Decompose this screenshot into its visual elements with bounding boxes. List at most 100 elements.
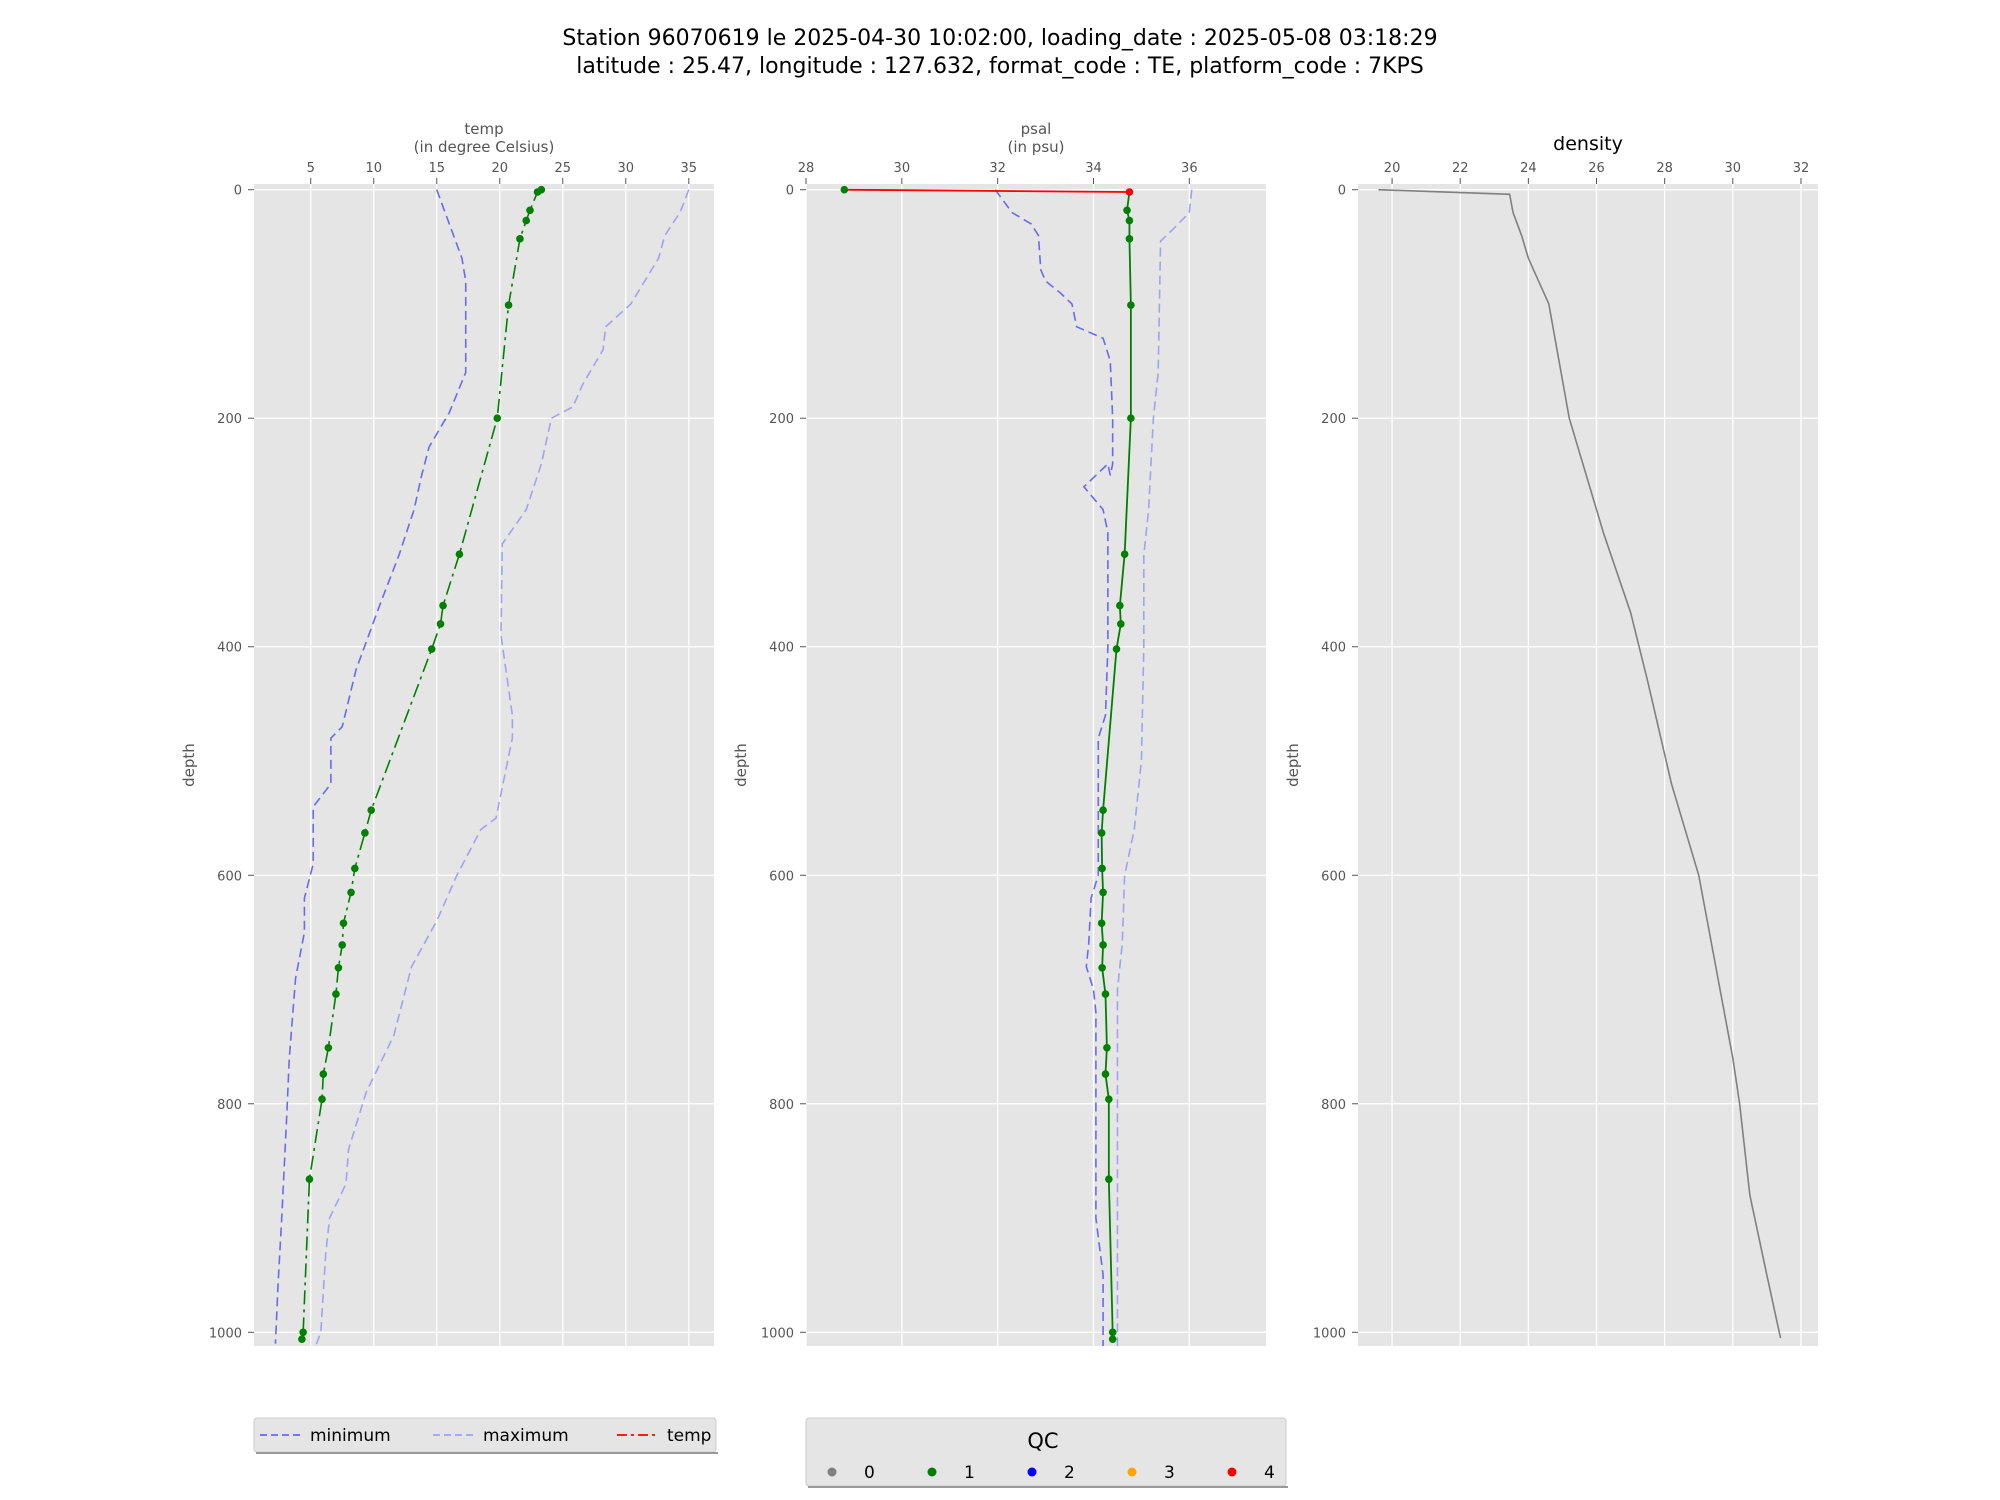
series-psal-point: [1108, 1335, 1117, 1343]
y-tick-label: 0: [1338, 184, 1346, 199]
x-tick-label: 24: [1520, 161, 1537, 176]
series-temp-point: [332, 990, 340, 998]
series-psal-point: [1099, 941, 1107, 949]
series-temp-point: [516, 235, 524, 243]
plot-area: [254, 184, 714, 1346]
x-tick-label: 34: [1085, 161, 1102, 176]
legend-qc: QC 0 1 2 3 4: [805, 1417, 1288, 1488]
series-temp-point: [522, 216, 531, 225]
y-axis-label: depth: [732, 743, 750, 787]
panel-temp: 5 10 15 20 25 30 35 0 200 400 600 800 1000 depth temp(…: [180, 120, 714, 1347]
x-tick-label: 28: [798, 161, 815, 176]
x-tick-label: 32: [1793, 161, 1810, 176]
x-axis-label-unit: (in psu): [1008, 138, 1065, 156]
legend-label-4: 4: [1264, 1463, 1275, 1483]
y-tick-label: 200: [1321, 412, 1346, 427]
x-tick-label: 22: [1452, 161, 1469, 176]
series-psal-point: [1105, 1095, 1113, 1104]
legend-marker-0: [827, 1467, 837, 1477]
series-temp-point: [436, 620, 445, 628]
series-temp-point: [351, 864, 359, 873]
y-tick-label: 600: [769, 869, 794, 884]
series-psal-point: [1117, 620, 1125, 628]
series-psal-point: [840, 185, 849, 194]
x-tick-label: 10: [365, 161, 382, 176]
series-temp-point: [367, 806, 376, 814]
legend-label-3: 3: [1164, 1463, 1175, 1483]
x-tick-label: 28: [1656, 161, 1673, 176]
series-psal-point: [1127, 301, 1135, 309]
series-psal-point: [1097, 829, 1106, 837]
legend-label-temp: temp: [667, 1426, 711, 1446]
series-temp-point: [299, 1328, 307, 1337]
series-temp-point: [298, 1335, 306, 1343]
y-tick-label: 400: [769, 641, 794, 656]
figure-title-line-2: latitude : 25.47, longitude : 127.632, f…: [576, 54, 1424, 79]
series-psal-point: [1098, 864, 1106, 873]
series-temp-point: [318, 1095, 326, 1104]
x-tick-label: 20: [491, 161, 508, 176]
series-density-line: [1378, 188, 1782, 1339]
figure-title-line-1: Station 96070619 le 2025-04-30 10:02:00,…: [562, 26, 1438, 51]
series-minimum-line: [994, 189, 1114, 1346]
series-psal-point: [1108, 1328, 1117, 1337]
y-tick-label: 400: [1321, 641, 1346, 656]
series-psal-point: [1097, 919, 1106, 928]
legend-label-0: 0: [864, 1463, 875, 1483]
y-tick-label: 800: [217, 1098, 242, 1113]
series-psal-flagged-segment: [844, 188, 1130, 193]
series-maximum-line: [1116, 189, 1193, 1346]
y-tick-label: 800: [1321, 1098, 1346, 1113]
panel-title: density: [1553, 133, 1623, 155]
series-psal-point: [1099, 806, 1107, 814]
series-psal-point: [1123, 206, 1131, 215]
series-temp-point: [361, 829, 369, 837]
x-tick-label: 26: [1588, 161, 1605, 176]
series-psal-point: [1120, 550, 1129, 558]
series-psal-point: [1105, 1175, 1113, 1183]
legend-marker-1: [927, 1467, 937, 1477]
legend-marker-4: [1227, 1467, 1237, 1477]
y-tick-label: 0: [786, 184, 794, 199]
x-axis-label: psal: [1021, 120, 1052, 138]
series-temp-point: [339, 919, 348, 928]
series-temp-point: [533, 188, 542, 196]
y-tick-label: 0: [234, 184, 242, 199]
series-psal-point: [1099, 888, 1107, 897]
plot-area: [1358, 184, 1818, 1346]
x-tick-label: 5: [307, 161, 315, 176]
legend-label-2: 2: [1064, 1463, 1075, 1483]
series-maximum-line: [315, 189, 690, 1347]
y-tick-label: 600: [217, 869, 242, 884]
legend-marker-3: [1127, 1467, 1137, 1477]
y-tick-label: 600: [1321, 869, 1346, 884]
x-axis-label-unit: (in degree Celsius): [414, 138, 555, 156]
legend-label-minimum: minimum: [310, 1426, 391, 1446]
series-psal-point: [1116, 601, 1124, 610]
series-psal-point: [1125, 188, 1134, 196]
x-axis-label: temp: [464, 120, 503, 138]
series-psal-point: [1101, 1070, 1110, 1078]
x-tick-label: 35: [681, 161, 698, 176]
series-psal-point: [1103, 1043, 1111, 1052]
y-tick-label: 800: [769, 1098, 794, 1113]
x-tick-label: 30: [618, 161, 635, 176]
series-psal-point: [1101, 990, 1110, 998]
x-tick-label: 30: [894, 161, 911, 176]
x-tick-label: 15: [428, 161, 445, 176]
series-psal-point: [1125, 216, 1134, 225]
series-psal-point: [1112, 645, 1121, 653]
series-temp-point: [493, 414, 502, 423]
series-temp-point: [347, 888, 355, 897]
panel-psal: 28 30 32 34 36 0 200 400 600 800 1000 depth psal(in …: [732, 120, 1266, 1346]
series-temp-point: [334, 964, 343, 972]
y-axis-label: depth: [1284, 743, 1302, 787]
panel-density: 20 22 24 26 28 30 32 0 200 400 600 800 1000 depth dens…: [1284, 133, 1818, 1346]
legend-title: QC: [1027, 1429, 1058, 1453]
series-temp-point: [338, 941, 347, 949]
legend-temp: minimum maximum temp: [253, 1417, 718, 1454]
legend-label-1: 1: [964, 1463, 975, 1483]
y-tick-label: 1000: [761, 1326, 794, 1341]
series-temp-point: [526, 206, 534, 215]
